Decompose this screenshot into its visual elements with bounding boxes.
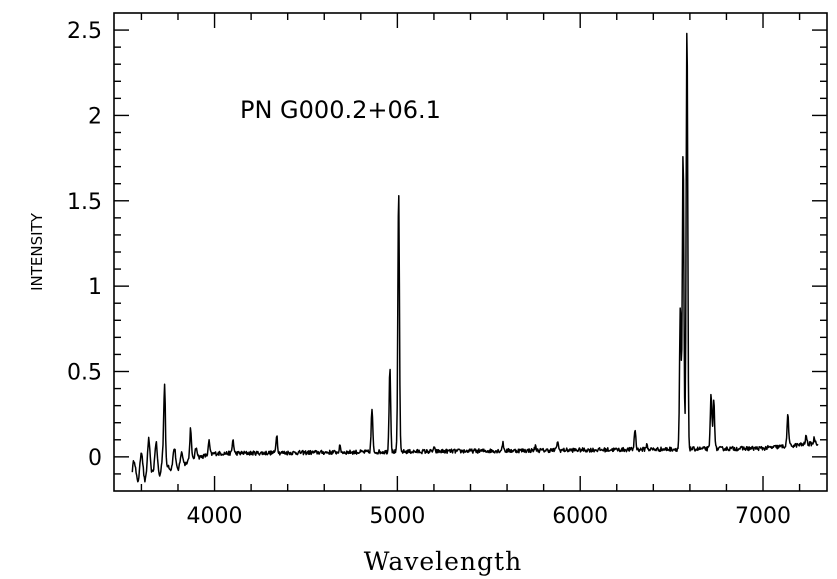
- y-tick-label: 1: [88, 275, 102, 300]
- axis-ticks: [114, 13, 827, 491]
- plot-frame: [113, 12, 828, 492]
- x-tick-label: 6000: [552, 504, 608, 529]
- x-tick-label: 7000: [735, 504, 791, 529]
- x-tick-label: 5000: [369, 504, 425, 529]
- y-tick-label: 0: [88, 446, 102, 471]
- object-name: PN G000.2+06.1: [240, 96, 441, 124]
- spectrum-line: [131, 32, 819, 483]
- x-axis-title: Wavelength: [364, 547, 522, 576]
- y-axis-title: INTENSITY: [28, 212, 46, 291]
- y-tick-label: 2.5: [67, 19, 102, 44]
- tick-labels: 4000 5000 6000 7000 0 0.5 1 1.5 2 2.5: [67, 19, 791, 529]
- x-tick-label: 4000: [187, 504, 243, 529]
- y-tick-label: 0.5: [67, 361, 102, 386]
- y-tick-label: 1.5: [67, 190, 102, 215]
- y-tick-label: 2: [88, 104, 102, 129]
